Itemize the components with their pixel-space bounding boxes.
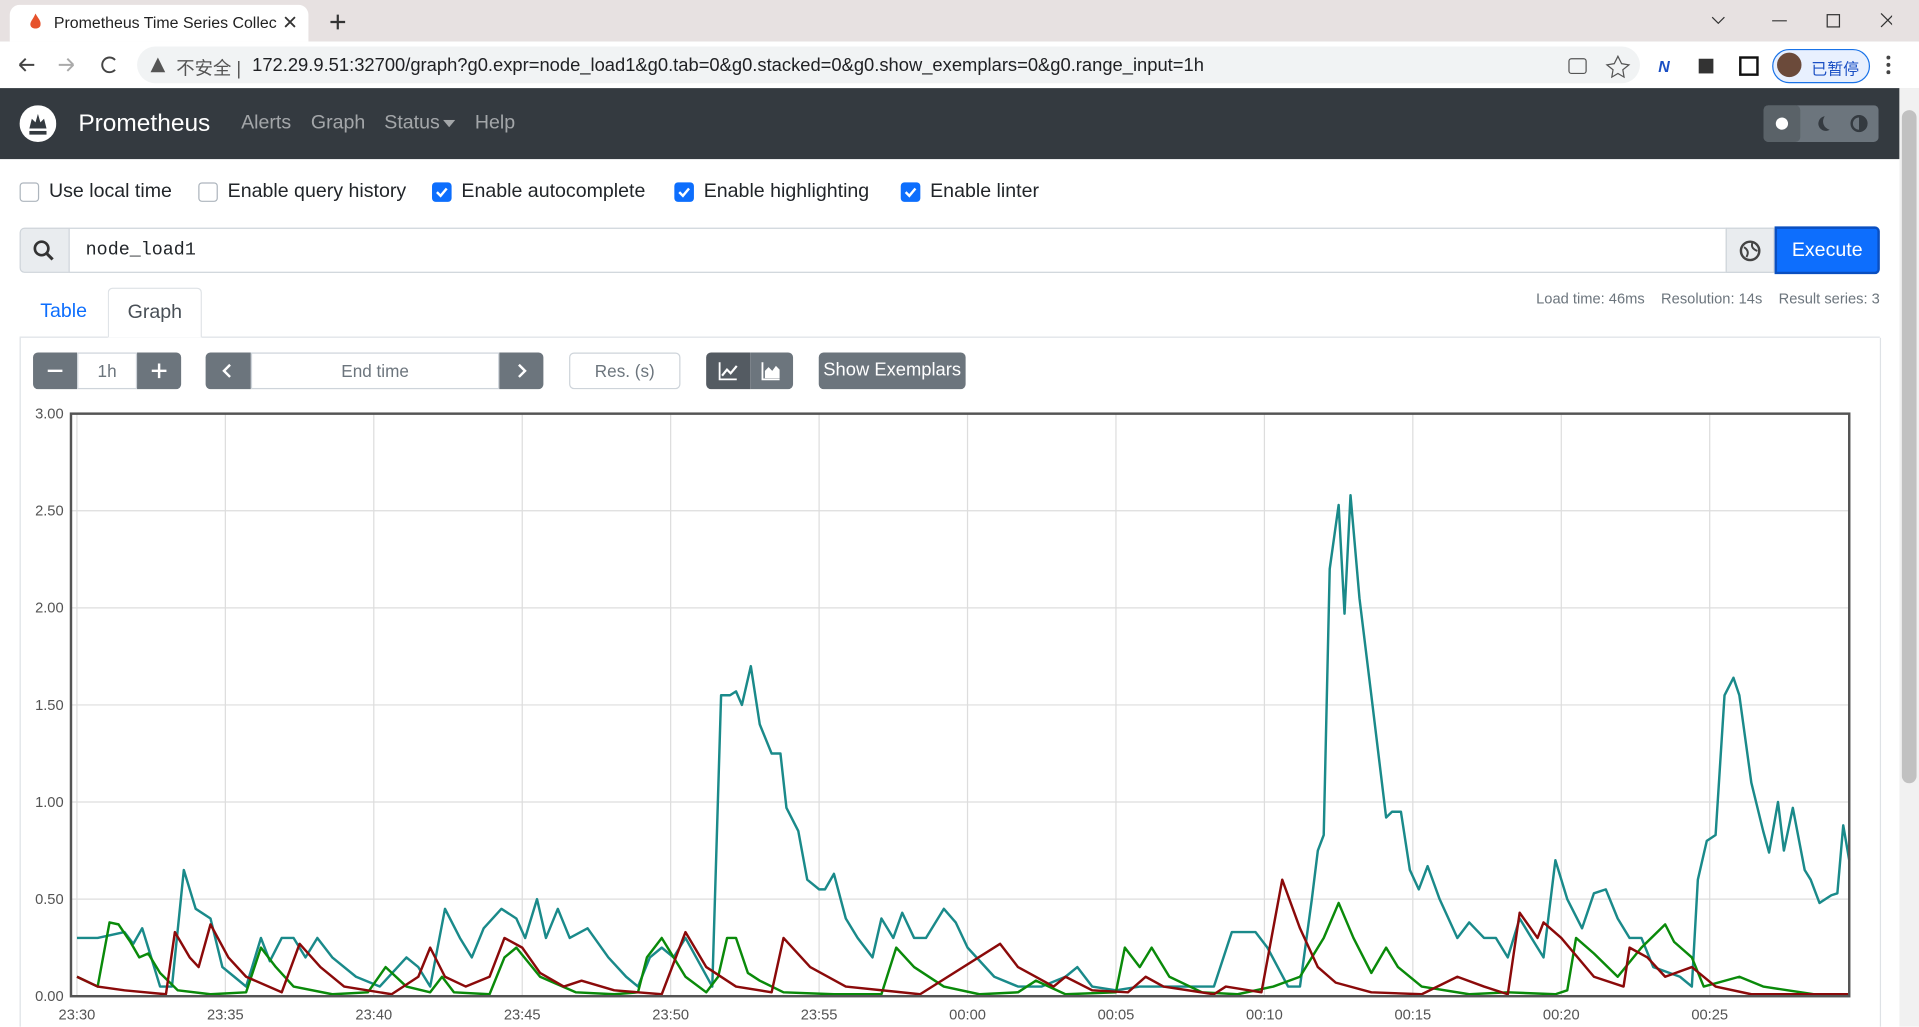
navbar bbox=[0, 88, 1900, 160]
x-tick-label: 23:30 bbox=[59, 1007, 96, 1023]
area-icon bbox=[761, 362, 780, 381]
x-tick-label: 23:45 bbox=[504, 1007, 541, 1023]
x-tick-label: 23:55 bbox=[801, 1007, 838, 1023]
brand[interactable]: Prometheus bbox=[78, 110, 211, 138]
nav-link[interactable]: Alerts bbox=[241, 112, 292, 134]
x-tick-label: 23:35 bbox=[207, 1007, 244, 1023]
window-controls bbox=[1711, 13, 1893, 28]
option-label: Enable linter bbox=[930, 181, 1039, 202]
tab-title: Prometheus Time Series Collec bbox=[53, 13, 277, 32]
menu-icon[interactable] bbox=[1882, 54, 1894, 76]
resolution-input[interactable]: Res. (s) bbox=[569, 352, 681, 390]
line-icon bbox=[718, 362, 738, 381]
scrollbar-thumb[interactable] bbox=[1901, 110, 1917, 784]
tab[interactable]: Graph bbox=[107, 287, 202, 338]
option-label: Enable autocomplete bbox=[461, 181, 646, 202]
svg-text:N: N bbox=[1658, 59, 1670, 76]
graph-panel bbox=[19, 337, 1882, 1027]
y-tick-label: 3.00 bbox=[35, 407, 64, 423]
nav-link[interactable]: Status bbox=[384, 112, 440, 134]
stat: Resolution: 14s bbox=[1661, 290, 1763, 308]
y-tick-label: 0.50 bbox=[35, 892, 64, 908]
range-input[interactable]: 1h bbox=[77, 352, 138, 390]
profile-avatar bbox=[1777, 52, 1802, 78]
warning-icon bbox=[150, 57, 166, 73]
checkbox[interactable] bbox=[900, 182, 921, 202]
check-mark bbox=[678, 187, 690, 198]
minus-icon bbox=[47, 369, 63, 373]
prometheus-logo bbox=[19, 105, 57, 142]
checkbox[interactable] bbox=[19, 182, 40, 202]
exemplars-button[interactable]: Show Exemplars bbox=[818, 352, 966, 390]
dropdown-caret bbox=[443, 119, 456, 128]
nav-link[interactable]: Graph bbox=[310, 112, 366, 134]
globe-icon bbox=[1739, 240, 1761, 262]
checkbox[interactable] bbox=[198, 182, 218, 202]
tab-favicon bbox=[30, 13, 41, 29]
plot-frame bbox=[69, 412, 1851, 998]
checkbox[interactable] bbox=[432, 182, 452, 202]
x-tick-label: 00:10 bbox=[1246, 1007, 1283, 1023]
url: 172.29.9.51:32700/graph?g0.expr=node_loa… bbox=[252, 55, 1204, 76]
x-tick-label: 23:40 bbox=[355, 1007, 392, 1023]
search-icon-box bbox=[19, 227, 70, 273]
nav-link[interactable]: Help bbox=[474, 112, 516, 134]
query-expression: node_load1 bbox=[85, 239, 196, 261]
x-tick-label: 00:25 bbox=[1691, 1007, 1728, 1023]
tabs-border bbox=[19, 336, 1880, 338]
checkbox[interactable] bbox=[674, 182, 694, 202]
profile-status: 已暂停 bbox=[1811, 59, 1860, 79]
chevron-right bbox=[518, 363, 527, 378]
y-tick-label: 1.00 bbox=[35, 795, 64, 811]
x-tick-label: 00:15 bbox=[1394, 1007, 1431, 1023]
y-tick-label: 2.50 bbox=[35, 504, 64, 520]
warning-text: 不安全 bbox=[176, 58, 232, 80]
option-label: Enable query history bbox=[227, 181, 407, 202]
search-icon bbox=[33, 240, 54, 261]
stat: Result series: 3 bbox=[1778, 290, 1880, 308]
address-bar[interactable] bbox=[137, 46, 1640, 84]
x-tick-label: 00:20 bbox=[1543, 1007, 1580, 1023]
tab-close[interactable] bbox=[281, 13, 298, 30]
option-label: Enable highlighting bbox=[703, 181, 870, 202]
x-tick-label: 23:50 bbox=[652, 1007, 689, 1023]
y-tick-label: 0.00 bbox=[35, 989, 64, 1005]
x-tick-label: 00:00 bbox=[949, 1007, 986, 1023]
tab-strip bbox=[0, 0, 1919, 42]
y-tick-label: 1.50 bbox=[35, 698, 64, 714]
tab[interactable]: Table bbox=[40, 301, 88, 322]
x-tick-label: 00:05 bbox=[1098, 1007, 1135, 1023]
end-time-forward[interactable] bbox=[499, 352, 544, 390]
series-line bbox=[76, 493, 1851, 992]
stat: Load time: 46ms bbox=[1536, 290, 1645, 308]
query-input[interactable] bbox=[68, 227, 1727, 273]
stats: Load time: 46ms Resolution: 14s Result s… bbox=[1536, 290, 1880, 307]
series-line bbox=[76, 901, 1850, 996]
nav-buttons[interactable] bbox=[15, 54, 125, 76]
check-mark bbox=[904, 187, 917, 198]
series-line bbox=[76, 878, 1850, 996]
chevron-left bbox=[222, 363, 231, 378]
check-mark bbox=[436, 187, 448, 198]
execute-button[interactable]: Execute bbox=[1774, 226, 1880, 275]
browser-tab[interactable] bbox=[9, 4, 309, 42]
end-time-input[interactable]: End time bbox=[250, 352, 500, 390]
toolbar-icons[interactable]: N bbox=[1567, 54, 1897, 79]
y-tick-label: 2.00 bbox=[35, 601, 64, 617]
address-warning: 不安全 | bbox=[176, 58, 242, 80]
end-time-back[interactable] bbox=[205, 352, 251, 390]
theme-toggle[interactable] bbox=[1763, 105, 1879, 142]
metrics-explorer[interactable] bbox=[1725, 227, 1775, 273]
plus-icon bbox=[151, 363, 167, 379]
new-tab[interactable] bbox=[328, 12, 348, 32]
option-label: Use local time bbox=[48, 181, 172, 202]
